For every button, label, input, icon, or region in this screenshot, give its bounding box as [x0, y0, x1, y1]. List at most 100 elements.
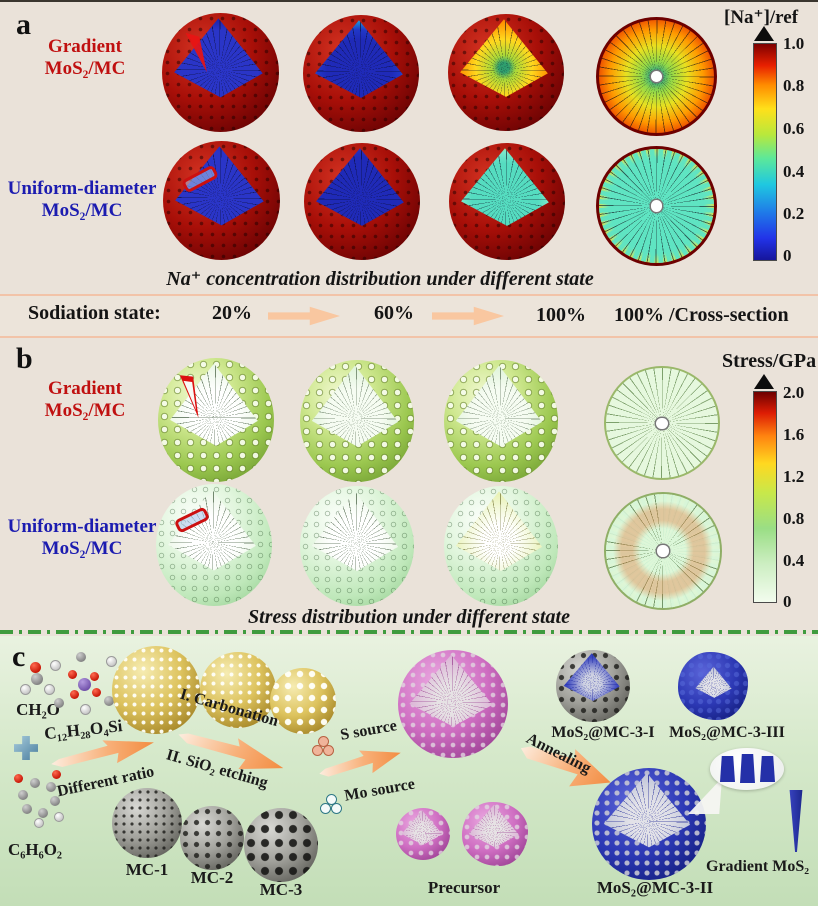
colorbar-b-tick: 2.0	[783, 383, 805, 402]
mc1-label: MC-1	[125, 860, 169, 879]
mc2-label: MC-2	[190, 868, 234, 887]
precursor-small-sphere-1	[396, 808, 450, 860]
cutaway-a-uniform-100	[461, 148, 549, 226]
cutaway-b-gradient-100	[455, 365, 543, 447]
gradient-mos2-label: Gradient MoS₂	[706, 858, 810, 875]
cutaway-b-uniform-100	[455, 491, 543, 572]
label-b-uniform-line2: MoS₂/MC	[41, 537, 123, 559]
formaldehyde-molecule-icon	[20, 662, 56, 695]
carbon-atom	[76, 652, 86, 662]
colorbar-b-tick: 0	[783, 592, 792, 611]
carbon-atom	[38, 808, 48, 818]
panel-b-letter: b	[16, 342, 33, 375]
s-atom	[323, 745, 334, 756]
mos2-mc3-i-sphere	[556, 650, 630, 722]
colorbar-b-title: Stress/GPa	[722, 350, 817, 372]
mo-source-icon	[320, 794, 342, 814]
carbon-atom	[50, 796, 60, 806]
sphere-a-uniform-20	[163, 141, 280, 260]
colorbar-a-tick: 0.4	[783, 162, 805, 181]
precursor-large-sphere	[398, 650, 508, 758]
cutaway-b-uniform-60	[311, 491, 399, 572]
label-a-gradient: Gradient MoS₂/MC	[10, 36, 160, 80]
cross-section-a-uniform	[596, 146, 717, 266]
resorcinol-label: C₆H₆O₂	[8, 840, 63, 859]
s-atom	[312, 745, 323, 756]
colorbar-a-gradient	[753, 43, 777, 261]
carbon-atom	[30, 778, 40, 788]
label-a-gradient-line2: MoS₂/MC	[44, 57, 126, 79]
hydrogen-atom	[80, 704, 91, 715]
silicon-atom	[78, 678, 91, 691]
yellow-sphere-1	[112, 646, 200, 734]
mo-atom	[320, 803, 331, 814]
center-hole	[650, 70, 663, 83]
colorbar-a-title: [Na⁺]/ref	[724, 7, 799, 28]
carbon-atom	[31, 673, 43, 685]
colorbar-a-tick: 0.6	[783, 119, 805, 138]
carbon-atom	[104, 696, 114, 706]
carbon-atom	[22, 804, 32, 814]
colorbar-b-tick: 0.8	[783, 509, 805, 528]
cutaway-b-gradient-60	[311, 365, 399, 447]
s-source-icon	[312, 736, 334, 756]
cross-section-b-gradient	[604, 366, 720, 480]
sphere-a-gradient-60	[303, 15, 419, 132]
cutaway-a-gradient-100	[460, 19, 548, 97]
mos2-mc3-iii-sphere	[678, 652, 748, 720]
mos2-cutaway	[603, 773, 691, 848]
sodiation-cross-section: 100% /Cross-section	[614, 304, 789, 326]
arrow-right-icon	[268, 306, 340, 326]
oxygen-atom	[30, 662, 41, 673]
label-b-gradient: Gradient MoS₂/MC	[10, 378, 160, 422]
silane-molecule-icon	[48, 652, 120, 715]
formaldehyde-label: CH₂O	[16, 700, 60, 719]
carbon-atom	[18, 790, 28, 800]
sphere-a-uniform-60	[304, 143, 420, 260]
cross-section-a-gradient	[596, 17, 717, 136]
mos2-pillar-icon	[760, 756, 775, 782]
colorbar-b-arrow-icon	[754, 374, 774, 389]
mos2-mc3-iii-label: MoS₂@MC-3-III	[669, 724, 785, 741]
sphere-a-gradient-100	[448, 14, 564, 131]
colorbar-b-gradient	[753, 391, 777, 603]
center-hole	[656, 417, 668, 429]
mos2-pillar-icon	[720, 756, 735, 782]
cutaway-a-gradient-20	[174, 18, 263, 98]
label-a-uniform-line1: Uniform-diameter	[7, 178, 157, 199]
hydrogen-atom	[20, 684, 31, 695]
label-a-gradient-line1: Gradient	[48, 36, 122, 57]
mos2-mc3-i-label: MoS₂@MC-3-I	[551, 724, 655, 741]
sodiation-20: 20%	[212, 302, 252, 324]
resorcinol-molecule-icon	[14, 770, 64, 828]
label-b-gradient-line2: MoS₂/MC	[44, 399, 126, 421]
colorbar-a-tick: 0.2	[783, 204, 805, 223]
green-dash-separator	[0, 630, 818, 634]
oxygen-atom	[90, 672, 99, 681]
mc3-label: MC-3	[259, 880, 303, 899]
carbon-atom	[46, 782, 56, 792]
oxygen-atom	[92, 688, 101, 697]
sphere-b-gradient-60	[300, 360, 414, 482]
sphere-b-uniform-20	[156, 484, 272, 606]
sphere-b-uniform-60	[300, 486, 414, 606]
precursor-cutaway	[401, 810, 443, 845]
cutaway-a-gradient-60	[315, 20, 403, 98]
mc2-sphere	[180, 806, 244, 870]
mc3-sphere	[244, 808, 318, 882]
label-b-uniform: Uniform-diameter MoS₂/MC	[0, 516, 164, 560]
mos2-pillar-icon	[740, 754, 755, 783]
precursor-cutaway	[409, 654, 493, 727]
sodiation-state-band: Sodiation state: 20% 60% 100% 100% /Cros…	[0, 294, 818, 338]
colorbar-b-tick: 0.4	[783, 551, 805, 570]
sphere-b-uniform-100	[444, 486, 558, 606]
yellow-sphere-3	[270, 668, 336, 734]
cutaway-a-uniform-20	[175, 146, 264, 226]
mo-atom	[331, 803, 342, 814]
oxygen-atom	[70, 690, 79, 699]
cutaway-b-uniform-20	[168, 489, 256, 571]
mos2-mc3-ii-label: MoS₂@MC-3-II	[596, 878, 714, 897]
colorbar-a-arrow-icon	[754, 26, 774, 41]
hydrogen-atom	[50, 660, 61, 671]
zoom-callout-bubble	[710, 748, 784, 790]
